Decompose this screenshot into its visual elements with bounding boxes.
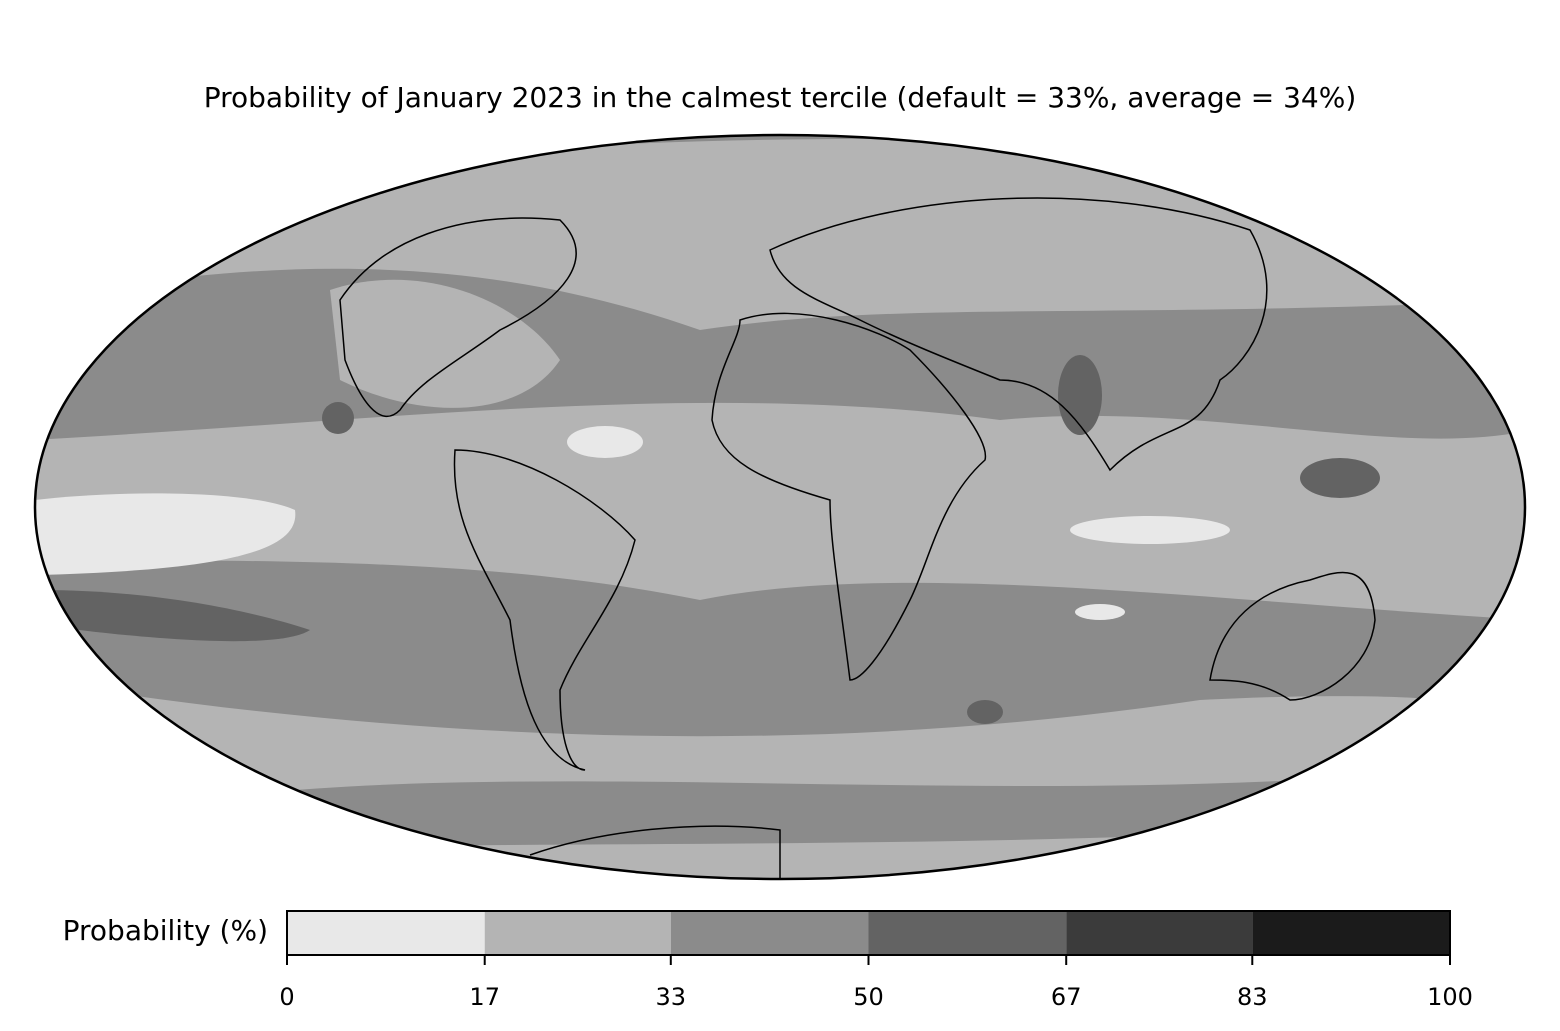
colorbar-segment [484, 911, 671, 955]
coastline [339, 217, 577, 417]
field [40, 590, 310, 642]
colorbar-segment [1252, 911, 1450, 955]
field [35, 139, 1525, 330]
coastlines [339, 197, 1376, 880]
field [322, 402, 354, 434]
coastline [453, 449, 636, 771]
tick-label: 0 [279, 983, 294, 1011]
colorbar-segment [287, 911, 485, 955]
coastline [769, 197, 1268, 472]
colorbar-segment [868, 911, 1067, 955]
colorbar-segment [1066, 911, 1253, 955]
colorbar-segment [670, 911, 869, 955]
field [1300, 458, 1380, 498]
tick-label: 67 [1051, 983, 1082, 1011]
coastline [711, 312, 987, 681]
field [967, 700, 1003, 724]
field [1070, 516, 1230, 544]
tick-label: 100 [1427, 983, 1473, 1011]
colorbar: 0 17 33 50 67 83 100 [279, 910, 1473, 1011]
field [1058, 355, 1102, 435]
field [200, 780, 1300, 850]
field [330, 279, 560, 408]
field [1075, 604, 1125, 620]
field [567, 426, 643, 458]
tick-label: 33 [656, 983, 687, 1011]
coastline [529, 825, 781, 880]
map-outline [33, 133, 1527, 881]
tick-label: 17 [469, 983, 500, 1011]
map-title: Probability of January 2023 in the calme… [204, 81, 1357, 114]
tick-label: 83 [1237, 983, 1268, 1011]
field [35, 402, 1525, 620]
coastline [1209, 571, 1376, 701]
tick-label: 50 [853, 983, 884, 1011]
colorbar-label: Probability (%) [63, 914, 268, 947]
field [35, 493, 296, 575]
